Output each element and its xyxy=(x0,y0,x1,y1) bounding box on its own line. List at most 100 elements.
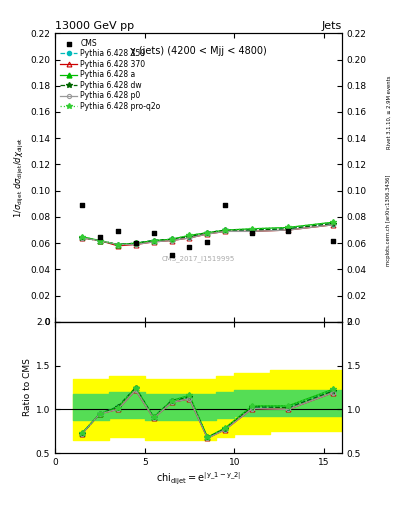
Pythia 6.428 359 xyxy=(169,236,174,242)
Pythia 6.428 dw xyxy=(187,233,192,240)
Pythia 6.428 dw xyxy=(331,221,335,227)
Pythia 6.428 370 xyxy=(331,222,335,228)
Pythia 6.428 p0 xyxy=(205,231,210,237)
Pythia 6.428 p0 xyxy=(187,235,192,241)
Pythia 6.428 a xyxy=(151,238,156,244)
Pythia 6.428 p0 xyxy=(286,227,290,233)
Pythia 6.428 a xyxy=(79,233,84,240)
Pythia 6.428 a xyxy=(187,232,192,239)
Pythia 6.428 a xyxy=(116,242,120,248)
Y-axis label: $1/\sigma_\mathrm{dijet}\ d\sigma_\mathrm{dijet}/d\chi_\mathrm{dijet}$: $1/\sigma_\mathrm{dijet}\ d\sigma_\mathr… xyxy=(13,137,26,218)
Pythia 6.428 dw xyxy=(79,235,84,241)
Pythia 6.428 dw xyxy=(97,238,102,244)
Pythia 6.428 pro-q2o xyxy=(331,219,335,225)
CMS xyxy=(285,227,291,236)
Text: CMS_2017_I1519995: CMS_2017_I1519995 xyxy=(162,255,235,262)
Pythia 6.428 370 xyxy=(116,243,120,249)
Pythia 6.428 pro-q2o xyxy=(169,236,174,242)
Pythia 6.428 pro-q2o xyxy=(205,229,210,236)
Pythia 6.428 p0 xyxy=(331,222,335,228)
Pythia 6.428 p0 xyxy=(151,239,156,245)
CMS xyxy=(97,232,103,241)
Pythia 6.428 dw xyxy=(250,227,255,233)
Pythia 6.428 p0 xyxy=(133,242,138,248)
Line: Pythia 6.428 pro-q2o: Pythia 6.428 pro-q2o xyxy=(79,220,336,247)
Pythia 6.428 dw xyxy=(205,229,210,236)
Pythia 6.428 a xyxy=(169,236,174,242)
CMS xyxy=(204,238,211,246)
Pythia 6.428 359 xyxy=(286,226,290,232)
CMS xyxy=(79,201,85,209)
Pythia 6.428 dw xyxy=(223,227,228,233)
Pythia 6.428 359 xyxy=(250,227,255,233)
Pythia 6.428 a xyxy=(205,229,210,236)
Pythia 6.428 a xyxy=(286,224,290,230)
Legend: CMS, Pythia 6.428 359, Pythia 6.428 370, Pythia 6.428 a, Pythia 6.428 dw, Pythia: CMS, Pythia 6.428 359, Pythia 6.428 370,… xyxy=(59,37,162,112)
Pythia 6.428 359 xyxy=(151,238,156,244)
Pythia 6.428 p0 xyxy=(169,238,174,244)
Pythia 6.428 a xyxy=(331,219,335,225)
Pythia 6.428 370 xyxy=(97,238,102,244)
CMS xyxy=(169,251,175,259)
Pythia 6.428 359 xyxy=(187,233,192,240)
CMS xyxy=(330,237,336,245)
Text: mcplots.cern.ch [arXiv:1306.3436]: mcplots.cern.ch [arXiv:1306.3436] xyxy=(386,175,391,266)
Pythia 6.428 370 xyxy=(79,235,84,241)
Line: Pythia 6.428 370: Pythia 6.428 370 xyxy=(79,222,335,248)
Pythia 6.428 pro-q2o xyxy=(151,238,156,244)
Pythia 6.428 dw xyxy=(151,238,156,244)
Pythia 6.428 pro-q2o xyxy=(187,232,192,239)
CMS xyxy=(151,228,157,237)
CMS xyxy=(186,243,193,251)
Pythia 6.428 359 xyxy=(205,229,210,236)
Text: Rivet 3.1.10, ≥ 2.9M events: Rivet 3.1.10, ≥ 2.9M events xyxy=(386,76,391,150)
Pythia 6.428 359 xyxy=(97,238,102,244)
Pythia 6.428 359 xyxy=(331,221,335,227)
CMS xyxy=(115,227,121,236)
Text: χ (jets) (4200 < Mjj < 4800): χ (jets) (4200 < Mjj < 4800) xyxy=(130,46,267,56)
Pythia 6.428 p0 xyxy=(79,235,84,241)
Pythia 6.428 p0 xyxy=(97,238,102,244)
Pythia 6.428 a xyxy=(133,240,138,246)
Text: Jets: Jets xyxy=(321,21,342,31)
Pythia 6.428 359 xyxy=(223,227,228,233)
Pythia 6.428 359 xyxy=(133,240,138,246)
Pythia 6.428 p0 xyxy=(250,228,255,234)
Pythia 6.428 dw xyxy=(133,240,138,246)
Pythia 6.428 dw xyxy=(116,242,120,248)
Pythia 6.428 p0 xyxy=(116,242,120,248)
Pythia 6.428 370 xyxy=(223,228,228,234)
Pythia 6.428 pro-q2o xyxy=(133,240,138,246)
Pythia 6.428 pro-q2o xyxy=(97,238,102,244)
Pythia 6.428 370 xyxy=(187,235,192,241)
CMS xyxy=(222,201,228,209)
Pythia 6.428 p0 xyxy=(223,228,228,234)
Pythia 6.428 pro-q2o xyxy=(116,242,120,248)
Pythia 6.428 370 xyxy=(151,239,156,245)
Pythia 6.428 370 xyxy=(286,227,290,233)
Text: 13000 GeV pp: 13000 GeV pp xyxy=(55,21,134,31)
Pythia 6.428 pro-q2o xyxy=(250,226,255,232)
Line: Pythia 6.428 p0: Pythia 6.428 p0 xyxy=(80,223,335,247)
Pythia 6.428 a xyxy=(250,226,255,232)
CMS xyxy=(249,228,255,237)
Line: Pythia 6.428 359: Pythia 6.428 359 xyxy=(80,221,335,247)
Line: Pythia 6.428 a: Pythia 6.428 a xyxy=(79,220,335,247)
Pythia 6.428 pro-q2o xyxy=(79,233,84,240)
X-axis label: $\mathrm{chi_{dijet} = e^{|y\_1-y\_2|}}$: $\mathrm{chi_{dijet} = e^{|y\_1-y\_2|}}$ xyxy=(156,471,241,487)
Pythia 6.428 pro-q2o xyxy=(223,227,228,233)
Pythia 6.428 370 xyxy=(169,238,174,244)
Pythia 6.428 a xyxy=(223,227,228,233)
Pythia 6.428 dw xyxy=(169,236,174,242)
Pythia 6.428 359 xyxy=(116,242,120,248)
CMS xyxy=(132,239,139,247)
Pythia 6.428 359 xyxy=(79,235,84,241)
Line: Pythia 6.428 dw: Pythia 6.428 dw xyxy=(79,221,336,247)
Pythia 6.428 370 xyxy=(250,228,255,234)
Pythia 6.428 a xyxy=(97,238,102,244)
Y-axis label: Ratio to CMS: Ratio to CMS xyxy=(23,358,31,416)
Pythia 6.428 370 xyxy=(133,242,138,248)
Pythia 6.428 dw xyxy=(286,226,290,232)
Pythia 6.428 pro-q2o xyxy=(286,224,290,230)
Pythia 6.428 370 xyxy=(205,231,210,237)
